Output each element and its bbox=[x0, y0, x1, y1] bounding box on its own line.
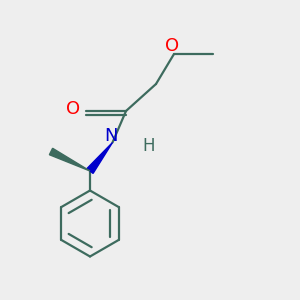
Polygon shape bbox=[87, 142, 112, 173]
Text: N: N bbox=[104, 127, 118, 145]
Text: O: O bbox=[165, 37, 180, 55]
Polygon shape bbox=[50, 148, 90, 171]
Text: O: O bbox=[66, 100, 80, 118]
Text: H: H bbox=[143, 137, 155, 155]
